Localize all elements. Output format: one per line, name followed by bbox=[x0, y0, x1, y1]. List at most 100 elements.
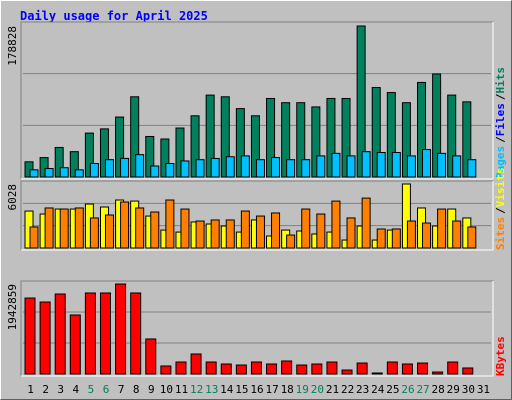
bar bbox=[331, 152, 341, 178]
bar bbox=[74, 169, 84, 178]
bar bbox=[326, 361, 338, 375]
bar bbox=[145, 338, 157, 375]
bar bbox=[240, 210, 250, 249]
x-tick-label: 9 bbox=[148, 383, 155, 396]
bar bbox=[386, 361, 398, 375]
bar bbox=[180, 160, 190, 178]
bar bbox=[417, 362, 429, 375]
x-tick-label: 16 bbox=[250, 383, 263, 396]
bar bbox=[301, 208, 311, 249]
legend: KBytes bbox=[494, 336, 507, 376]
bar bbox=[301, 159, 311, 178]
bar bbox=[84, 292, 96, 375]
bar bbox=[371, 372, 383, 375]
bar bbox=[286, 234, 296, 249]
x-tick-label: 20 bbox=[311, 383, 324, 396]
bar bbox=[59, 167, 69, 178]
bar bbox=[452, 220, 462, 249]
chart-title: Daily usage for April 2025 bbox=[20, 9, 208, 23]
bar bbox=[422, 222, 432, 249]
bar bbox=[29, 169, 39, 178]
x-tick-label: 10 bbox=[160, 383, 173, 396]
bar bbox=[225, 156, 235, 178]
y-tick-label: 178828 bbox=[6, 26, 19, 66]
x-tick-label: 30 bbox=[462, 383, 475, 396]
bar bbox=[135, 207, 145, 249]
bar bbox=[356, 25, 366, 178]
bar bbox=[240, 155, 250, 178]
bar bbox=[467, 226, 477, 249]
bar bbox=[225, 219, 235, 249]
bar bbox=[437, 152, 447, 178]
bar bbox=[165, 199, 175, 249]
bar bbox=[165, 162, 175, 178]
bar bbox=[271, 157, 281, 178]
bar bbox=[376, 228, 386, 249]
bar bbox=[331, 200, 341, 249]
bar bbox=[235, 364, 247, 375]
bar bbox=[406, 220, 416, 249]
bar bbox=[210, 157, 220, 178]
x-tick-label: 3 bbox=[57, 383, 64, 396]
bar bbox=[391, 228, 401, 249]
bar bbox=[99, 292, 111, 375]
bar bbox=[24, 297, 36, 375]
bar bbox=[401, 363, 413, 375]
frame-highlight bbox=[21, 181, 494, 251]
bar bbox=[135, 154, 145, 178]
bar bbox=[386, 92, 396, 178]
bar bbox=[432, 73, 442, 178]
bar bbox=[130, 292, 142, 375]
plot-frame bbox=[20, 280, 494, 377]
bar bbox=[311, 363, 323, 375]
bar bbox=[160, 138, 170, 178]
bar bbox=[271, 212, 281, 249]
bar bbox=[422, 149, 432, 178]
bar bbox=[371, 86, 381, 178]
bar bbox=[467, 159, 477, 178]
bar bbox=[326, 97, 336, 178]
x-tick-label: 12 bbox=[190, 383, 203, 396]
bar bbox=[130, 96, 140, 178]
x-tick-label: 17 bbox=[265, 383, 278, 396]
bar bbox=[346, 155, 356, 178]
bar bbox=[84, 132, 94, 178]
bar bbox=[54, 293, 66, 375]
bar bbox=[376, 152, 386, 178]
x-tick-label: 15 bbox=[235, 383, 248, 396]
bar bbox=[250, 361, 262, 375]
bar bbox=[89, 217, 99, 249]
bar bbox=[361, 151, 371, 178]
legend-separator: / bbox=[494, 93, 507, 100]
bar bbox=[356, 362, 368, 375]
x-tick-label: 18 bbox=[281, 383, 294, 396]
bar bbox=[175, 127, 185, 178]
x-tick-label: 5 bbox=[88, 383, 95, 396]
y-tick-label: 6028 bbox=[6, 184, 19, 211]
bar bbox=[195, 220, 205, 249]
legend-separator: / bbox=[494, 136, 507, 143]
x-tick-label: 26 bbox=[401, 383, 414, 396]
bar bbox=[417, 81, 427, 178]
bar bbox=[150, 165, 160, 178]
bar bbox=[190, 115, 200, 178]
bar bbox=[195, 159, 205, 178]
frame-highlight bbox=[21, 281, 494, 377]
bar bbox=[341, 97, 351, 178]
legend: Pages/Files/Hits bbox=[494, 67, 507, 179]
x-tick-label: 11 bbox=[175, 383, 188, 396]
bar bbox=[235, 108, 245, 178]
x-tick-label: 19 bbox=[296, 383, 309, 396]
bar bbox=[341, 369, 353, 375]
bar bbox=[447, 361, 459, 375]
bar bbox=[266, 363, 278, 375]
x-tick-label: 13 bbox=[205, 383, 218, 396]
bar bbox=[190, 353, 202, 375]
bar bbox=[210, 219, 220, 249]
legend-entry: Hits bbox=[494, 67, 507, 94]
bar bbox=[266, 97, 276, 178]
x-tick-label: 2 bbox=[42, 383, 49, 396]
bar bbox=[205, 94, 215, 178]
bar bbox=[401, 183, 411, 249]
